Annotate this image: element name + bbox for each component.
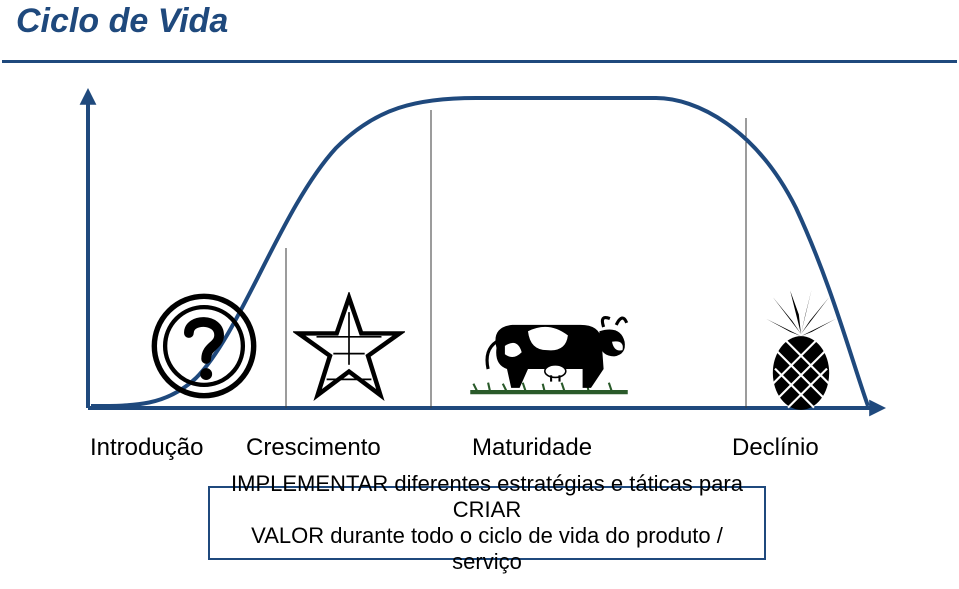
question-mark-icon [150,292,258,400]
phase-label-introducao: Introdução [90,434,203,462]
phase-label-maturidade: Maturidade [472,434,592,462]
star-icon [293,292,405,404]
arrow-y [80,88,97,105]
page-title: Ciclo de Vida [16,2,228,41]
page-title-text: Ciclo de Vida [16,2,228,40]
arrow-x [869,400,886,417]
caption-box: IMPLEMENTAR diferentes estratégias e tát… [208,486,766,560]
phase-label-text: Crescimento [246,434,381,461]
phase-label-declinio: Declínio [732,434,819,462]
caption-text: IMPLEMENTAR diferentes estratégias e tát… [218,471,756,575]
title-rule [2,60,957,63]
page: Ciclo de Vida [0,0,959,589]
pineapple-icon [757,282,845,412]
phase-label-crescimento: Crescimento [246,434,381,462]
cow-icon [465,292,633,404]
phase-label-text: Introdução [90,434,203,461]
phase-label-text: Declínio [732,434,819,461]
phase-label-text: Maturidade [472,434,592,461]
